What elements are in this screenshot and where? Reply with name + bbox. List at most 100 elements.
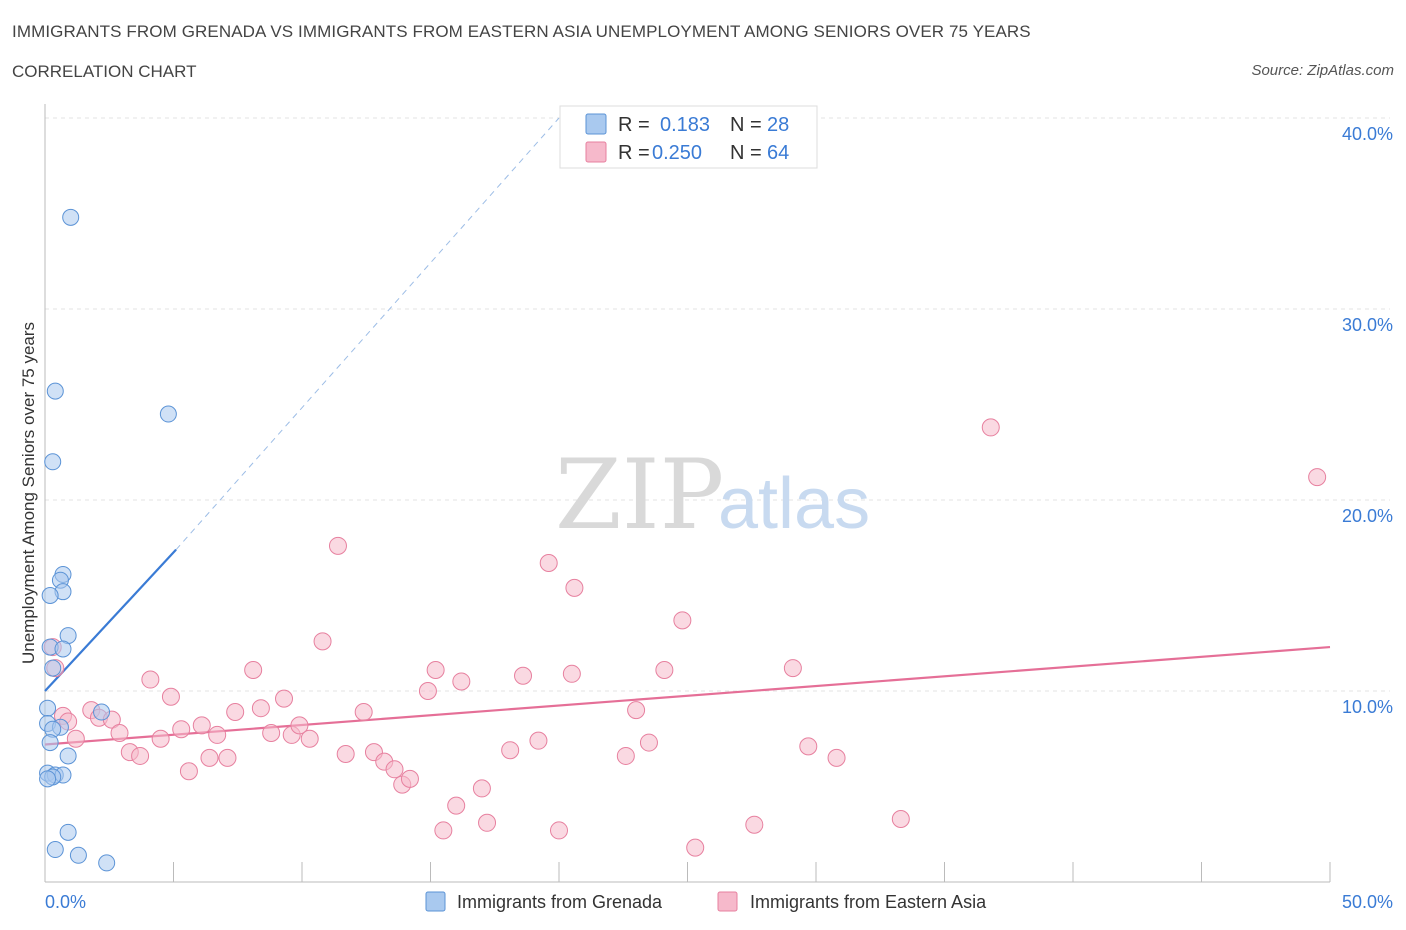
eastasia-r-label: R = <box>618 142 650 164</box>
eastasia-point <box>783 659 802 678</box>
grenada-point <box>62 208 80 226</box>
eastasia-point <box>565 578 584 597</box>
eastasia-point <box>192 716 211 735</box>
eastasia-point <box>616 746 635 765</box>
grenada-point <box>41 587 59 604</box>
eastasia-point <box>447 796 466 815</box>
grenada-point <box>59 747 77 765</box>
eastasia-point <box>981 418 1000 437</box>
eastasia-point <box>426 660 445 679</box>
eastasia-point <box>627 701 646 720</box>
eastasia-point <box>686 838 705 857</box>
eastasia-point <box>300 729 319 748</box>
series-legend: Immigrants from Grenada Immigrants from … <box>425 891 987 912</box>
grenada-point <box>159 405 177 423</box>
eastasia-point <box>290 716 309 735</box>
source-credit: Source: ZipAtlas.com <box>1251 62 1394 79</box>
eastasia-point <box>434 821 453 840</box>
grenada-legend-swatch <box>585 113 607 135</box>
grenada-points <box>39 208 177 872</box>
grenada-point <box>39 770 57 788</box>
eastasia-point <box>472 779 491 798</box>
eastasia-point <box>208 725 227 744</box>
y-tick-label: 20.0% <box>1342 506 1393 526</box>
eastasia-point <box>218 748 237 767</box>
eastasia-point <box>354 703 373 722</box>
eastasia-legend-swatch <box>585 141 607 163</box>
watermark-zip: ZIP <box>555 439 724 551</box>
grenada-n-value: 28 <box>767 114 789 136</box>
eastasia-n-label: N = <box>730 142 762 164</box>
eastasia-point <box>161 687 180 706</box>
eastasia-series-label: Immigrants from Eastern Asia <box>750 892 987 912</box>
eastasia-point <box>827 748 846 767</box>
eastasia-point <box>385 760 404 779</box>
y-tick-label: 40.0% <box>1342 124 1393 144</box>
grenada-r-value: 0.183 <box>660 114 710 136</box>
eastasia-point <box>501 741 520 760</box>
eastasia-point <box>110 724 129 743</box>
eastasia-point <box>655 660 674 679</box>
stats-legend: R = 0.183 N = 28 R = 0.250 N = 64 <box>559 105 818 169</box>
eastasia-point <box>328 536 347 555</box>
watermark-atlas: atlas <box>718 464 870 544</box>
grenada-point <box>41 734 59 752</box>
eastasia-point <box>200 748 219 767</box>
eastasia-point <box>336 745 355 764</box>
trend-lines <box>44 117 1331 746</box>
eastasia-point <box>400 769 419 788</box>
chart-title: IMMIGRANTS FROM GRENADA VS IMMIGRANTS FR… <box>12 22 1031 41</box>
y-axis-label: Unemployment Among Seniors over 75 years <box>19 322 38 664</box>
grenada-series-swatch <box>425 891 446 912</box>
eastasia-point <box>745 815 764 834</box>
eastasia-point <box>799 737 818 756</box>
grenada-point <box>46 382 64 400</box>
eastasia-point <box>478 813 497 832</box>
eastasia-point <box>131 746 150 765</box>
grenada-trend-line <box>44 548 177 692</box>
eastasia-point <box>418 682 437 700</box>
grenada-point <box>54 640 72 658</box>
x-tick-max: 50.0% <box>1342 892 1393 912</box>
eastasia-point <box>262 724 281 743</box>
eastasia-point <box>313 632 332 651</box>
eastasia-point <box>452 672 471 691</box>
eastasia-point <box>550 821 568 840</box>
eastasia-point <box>244 660 263 679</box>
chart-subtitle: CORRELATION CHART <box>12 62 197 81</box>
eastasia-points <box>43 418 1327 857</box>
eastasia-point <box>1308 468 1327 487</box>
y-tick-label: 10.0% <box>1342 697 1393 717</box>
eastasia-point <box>179 762 198 781</box>
axes <box>44 104 1331 883</box>
eastasia-point <box>172 720 191 739</box>
grenada-point <box>93 703 111 721</box>
grenada-point <box>59 823 77 841</box>
y-tick-label: 30.0% <box>1342 315 1393 335</box>
grenada-n-label: N = <box>730 114 762 136</box>
eastasia-point <box>539 554 558 573</box>
y-tick-labels: 10.0% 20.0% 30.0% 40.0% <box>1342 124 1393 717</box>
eastasia-point <box>151 729 170 748</box>
grenada-point <box>69 846 87 864</box>
grenada-r-label: R = <box>618 114 650 136</box>
eastasia-point <box>66 729 85 748</box>
eastasia-point <box>514 666 533 685</box>
grenada-point <box>98 854 116 872</box>
x-tick-min: 0.0% <box>45 892 86 912</box>
eastasia-point <box>226 703 245 722</box>
eastasia-trend-line <box>44 645 1331 746</box>
eastasia-point <box>562 664 581 683</box>
grenada-trend-extension <box>175 117 560 550</box>
eastasia-point <box>275 689 294 708</box>
eastasia-point <box>251 699 270 718</box>
eastasia-n-value: 64 <box>767 142 789 164</box>
eastasia-point <box>529 731 548 750</box>
watermark: ZIP atlas <box>555 439 870 551</box>
grenada-point <box>44 453 62 471</box>
grenada-point <box>46 841 64 859</box>
eastasia-point <box>141 670 160 689</box>
grenada-point <box>39 699 57 717</box>
gridlines <box>45 117 1390 692</box>
